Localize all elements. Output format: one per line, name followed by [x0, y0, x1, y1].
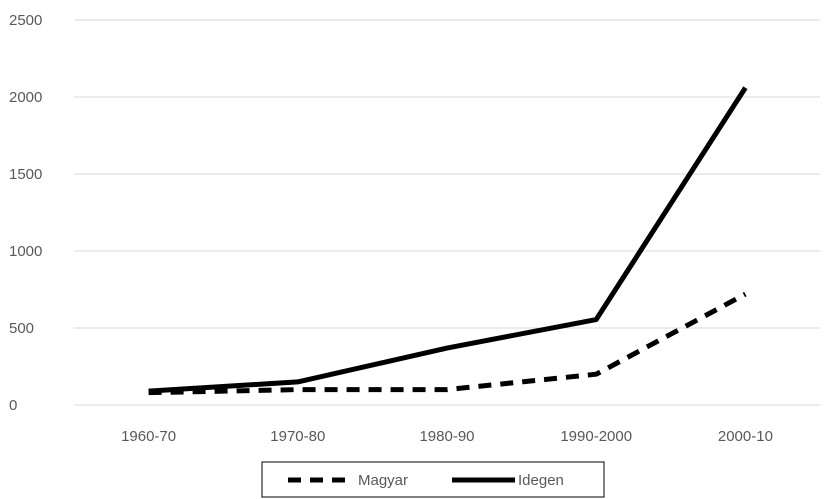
series-line-magyar — [148, 291, 747, 396]
x-tick-label: 1980-90 — [419, 428, 474, 445]
y-tick-label: 2500 — [9, 12, 42, 29]
x-tick-label: 2000-10 — [718, 428, 773, 445]
x-tick-label: 1970-80 — [270, 428, 325, 445]
legend-label-magyar: Magyar — [358, 472, 408, 489]
legend-label-idegen: Idegen — [518, 472, 564, 489]
y-tick-label: 1000 — [9, 243, 42, 260]
series-line-idegen — [148, 86, 748, 394]
x-tick-label: 1990-2000 — [560, 428, 632, 445]
y-tick-label: 2000 — [9, 89, 42, 106]
y-tick-label: 1500 — [9, 166, 42, 183]
y-tick-label: 500 — [9, 320, 34, 337]
y-axis-tick-labels: 0 500 1000 1500 2000 2500 — [9, 12, 42, 414]
y-tick-label: 0 — [9, 397, 17, 414]
series-lines — [148, 86, 748, 396]
gridlines — [74, 19, 820, 406]
legend: Magyar Idegen — [261, 461, 605, 498]
x-axis-tick-labels: 1960-70 1970-80 1980-90 1990-2000 2000-10 — [121, 428, 773, 445]
x-tick-label: 1960-70 — [121, 428, 176, 445]
